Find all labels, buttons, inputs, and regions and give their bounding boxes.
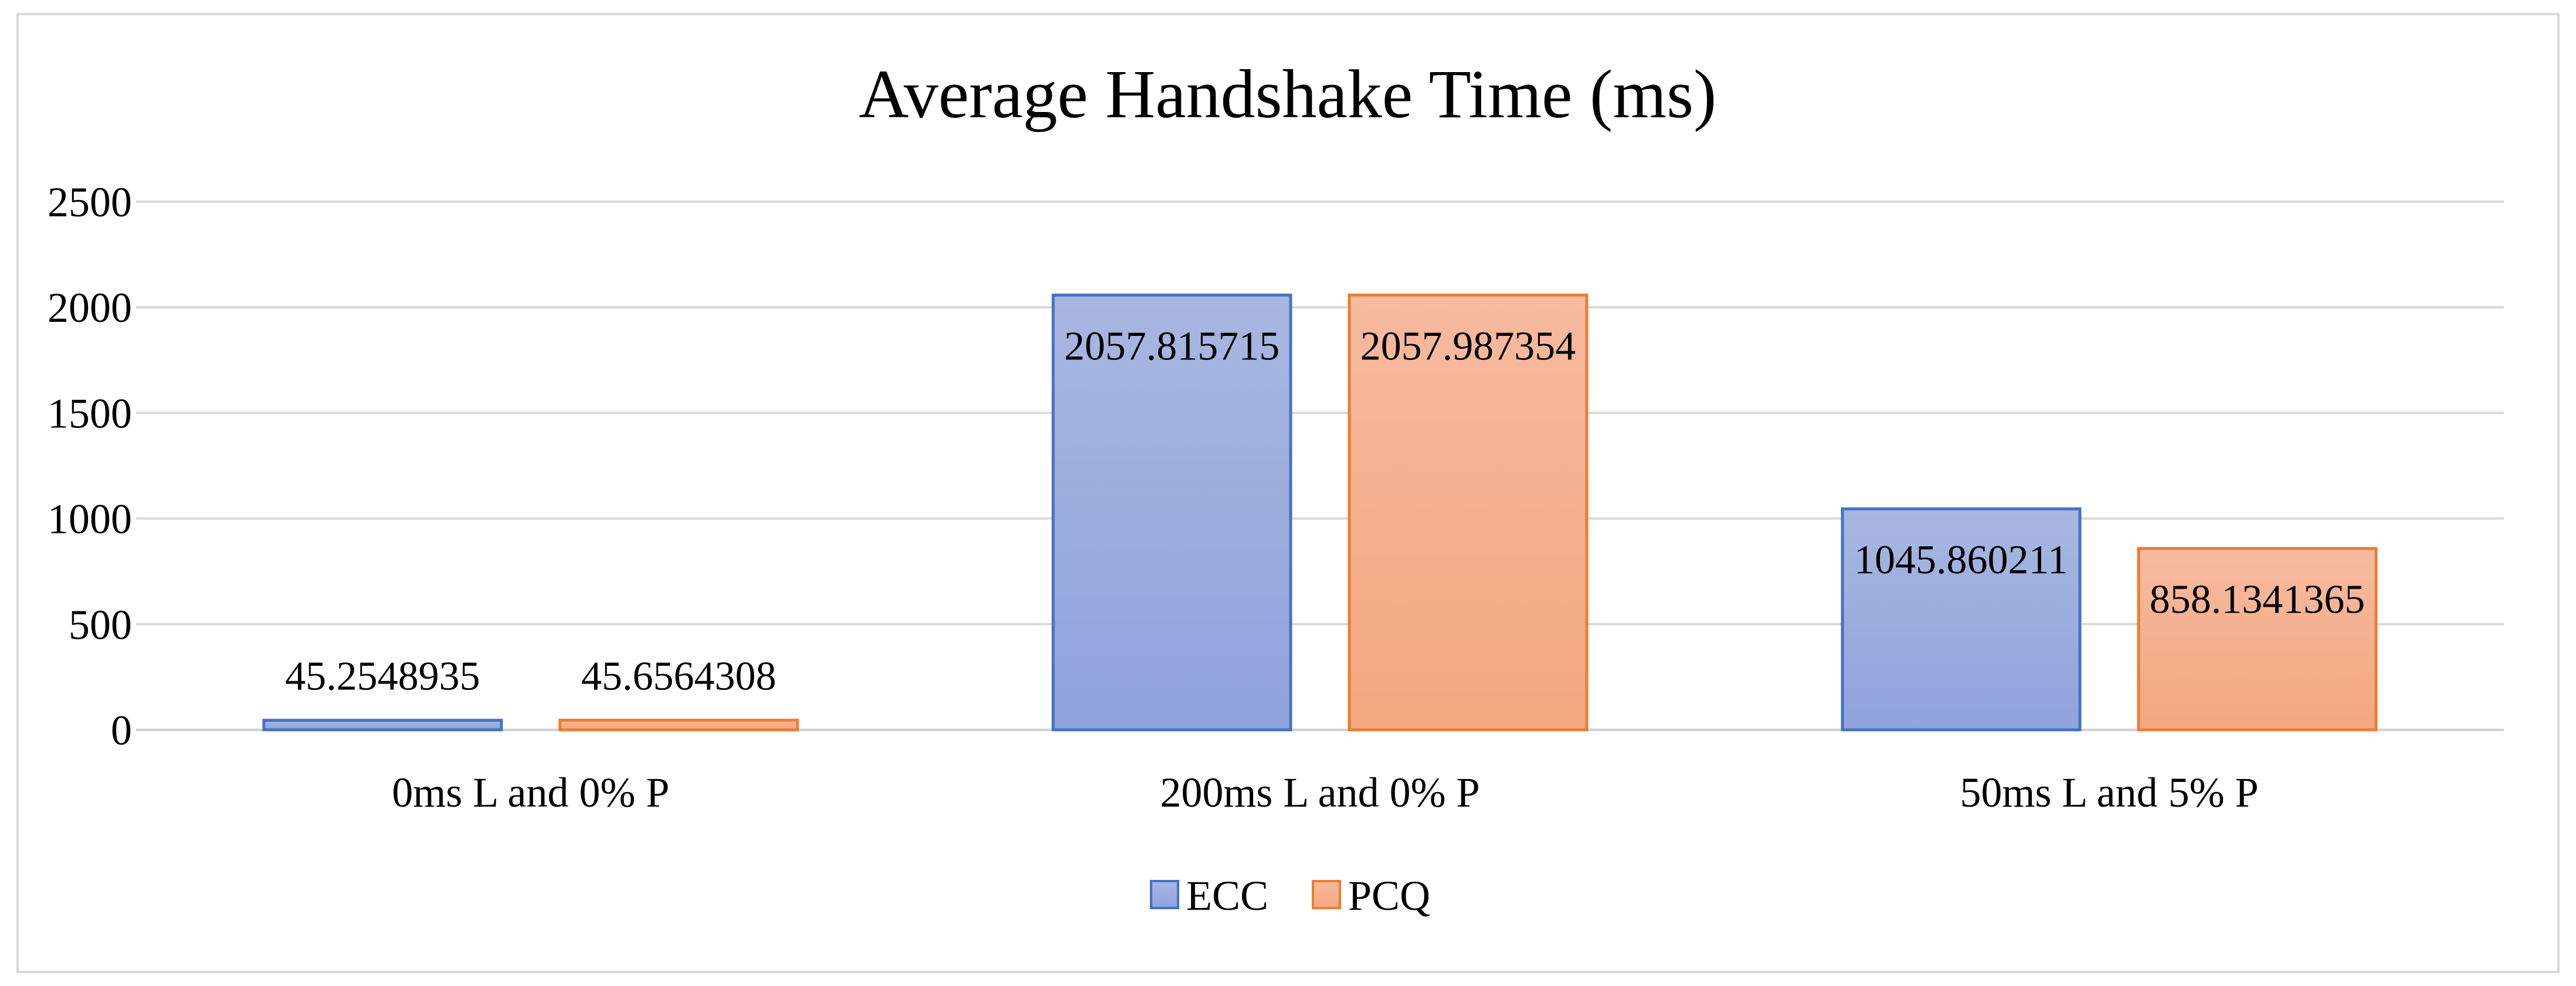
bar (1051, 293, 1292, 732)
y-tick-label: 0 (111, 707, 132, 754)
legend-swatch (1150, 880, 1179, 909)
x-tick-label: 50ms L and 5% P (1960, 769, 2258, 816)
legend-swatch (1312, 880, 1341, 909)
bar (262, 719, 503, 732)
data-label: 1045.860211 (1854, 538, 2068, 583)
data-label: 2057.815715 (1064, 324, 1280, 369)
chart-title: Average Handshake Time (ms) (859, 56, 1717, 132)
bar (1348, 293, 1589, 732)
x-tick-label: 0ms L and 0% P (392, 769, 669, 816)
bar (1841, 507, 2082, 732)
bar (558, 719, 799, 732)
bar (2137, 547, 2378, 732)
y-tick-label: 1000 (47, 496, 132, 543)
legend-label: PCQ (1348, 872, 1430, 919)
data-label: 45.2548935 (285, 654, 480, 699)
y-tick-label: 500 (69, 601, 132, 648)
y-tick-label: 2000 (47, 284, 132, 331)
y-tick-label: 1500 (47, 390, 132, 437)
data-label: 858.1341365 (2150, 577, 2365, 623)
y-tick-label: 2500 (47, 179, 132, 226)
x-tick-label: 200ms L and 0% P (1160, 769, 1479, 816)
legend-label: ECC (1186, 872, 1268, 919)
data-label: 2057.987354 (1360, 324, 1576, 369)
data-label: 45.6564308 (581, 654, 776, 699)
